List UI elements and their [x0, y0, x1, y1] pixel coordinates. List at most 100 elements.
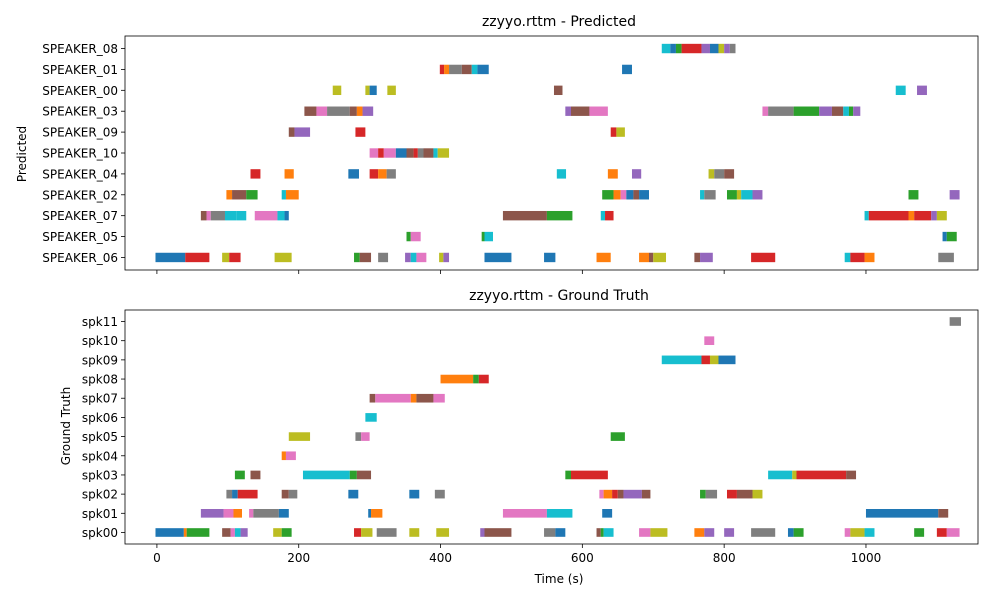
predicted-segment-speaker-03 [768, 106, 794, 116]
ground-truth-segment-spk00 [850, 528, 865, 537]
predicted-ylabel: Predicted [15, 126, 29, 182]
ground-truth-segment-spk01 [253, 509, 279, 518]
predicted-segment-speaker-03 [571, 106, 590, 116]
predicted-segment-speaker-03 [327, 106, 350, 116]
predicted-ytick-label: SPEAKER_03 [42, 105, 118, 119]
ground-truth-segment-spk03 [768, 470, 793, 480]
ground-truth-segment-spk02 [700, 489, 706, 499]
predicted-segment-speaker-06 [844, 252, 851, 263]
ground-truth-segment-spk02 [226, 489, 233, 499]
ground-truth-segment-spk06 [365, 413, 377, 422]
ground-truth-segment-spk00 [787, 528, 794, 537]
ground-truth-ytick-label: spk02 [82, 488, 118, 502]
predicted-segment-speaker-10 [383, 148, 396, 158]
ground-truth-segment-spk07 [375, 393, 411, 403]
predicted-segment-speaker-10 [437, 148, 450, 158]
ground-truth-ytick-label: spk08 [82, 373, 118, 387]
ground-truth-ytick-label: spk07 [82, 392, 118, 406]
ground-truth-segment-spk03 [302, 470, 350, 480]
ground-truth-xtick-label: 400 [429, 551, 452, 565]
ground-truth-segment-spk00 [240, 528, 248, 537]
predicted-ytick-label: SPEAKER_02 [42, 188, 118, 202]
ground-truth-segment-spk00 [596, 528, 601, 537]
predicted-segment-speaker-06 [354, 252, 360, 263]
ground-truth-segment-spk03 [571, 470, 608, 480]
ground-truth-segment-spk00 [436, 528, 450, 537]
predicted-segment-speaker-01 [622, 64, 632, 75]
ground-truth-segment-spk01 [368, 509, 372, 518]
predicted-segment-speaker-03 [356, 106, 363, 116]
predicted-segment-speaker-01 [439, 64, 445, 75]
ground-truth-segment-spk02 [599, 489, 604, 499]
ground-truth-segment-spk05 [288, 432, 311, 441]
ground-truth-segment-spk05 [355, 432, 362, 441]
ground-truth-segment-spk03 [796, 470, 847, 480]
predicted-segment-speaker-05 [410, 231, 421, 242]
ground-truth-segments [155, 317, 961, 537]
predicted-segment-speaker-06 [649, 252, 654, 263]
ground-truth-segment-spk00 [793, 528, 804, 537]
predicted-ytick-label: SPEAKER_01 [42, 63, 118, 77]
ground-truth-segment-spk00 [484, 528, 512, 537]
predicted-segment-speaker-07 [254, 210, 278, 221]
ground-truth-segment-spk05 [610, 432, 625, 441]
predicted-segment-speaker-07 [600, 210, 606, 221]
ground-truth-segment-spk08 [440, 374, 474, 384]
predicted-segment-speaker-09 [294, 127, 311, 137]
ground-truth-segment-spk00 [230, 528, 235, 537]
predicted-segment-speaker-06 [405, 252, 411, 263]
predicted-segment-speaker-00 [387, 85, 396, 96]
ground-truth-segment-spk02 [434, 489, 445, 499]
predicted-title: zzyyo.rttm - Predicted [482, 14, 636, 30]
predicted-segment-speaker-02 [613, 190, 621, 200]
ground-truth-segment-spk07 [416, 393, 434, 403]
predicted-segment-speaker-08 [724, 43, 730, 54]
ground-truth-segment-spk07 [433, 393, 445, 403]
ground-truth-segment-spk02 [752, 489, 763, 499]
ground-truth-segment-spk00 [600, 528, 604, 537]
ground-truth-segment-spk09 [718, 355, 736, 365]
predicted-segment-speaker-07 [868, 210, 909, 221]
predicted-segment-speaker-02 [752, 190, 763, 200]
predicted-segment-speaker-00 [917, 85, 927, 96]
ground-truth-segment-spk02 [623, 489, 642, 499]
predicted-ytick-label: SPEAKER_06 [42, 251, 118, 265]
ground-truth-segment-spk07 [369, 393, 376, 403]
predicted-segment-speaker-06 [938, 252, 954, 263]
predicted-ytick-label: SPEAKER_09 [42, 126, 118, 140]
predicted-segment-speaker-03 [316, 106, 328, 116]
predicted-segment-speaker-02 [639, 190, 649, 200]
predicted-segment-speaker-04 [369, 169, 379, 179]
ground-truth-segment-spk00 [724, 528, 735, 537]
ground-truth-ytick-label: spk03 [82, 468, 118, 482]
predicted-segment-speaker-05 [406, 231, 411, 242]
ground-truth-segment-spk02 [288, 489, 298, 499]
ground-truth-segment-spk03 [846, 470, 857, 480]
predicted-ytick-label: SPEAKER_00 [42, 84, 118, 98]
predicted-segment-speaker-00 [365, 85, 370, 96]
predicted-ytick-label: SPEAKER_04 [42, 167, 118, 181]
ground-truth-segment-spk02 [736, 489, 753, 499]
predicted-segment-speaker-06 [653, 252, 667, 263]
ground-truth-title: zzyyo.rttm - Ground Truth [469, 288, 649, 304]
predicted-segment-speaker-05 [481, 231, 485, 242]
predicted-segment-speaker-07 [200, 210, 207, 221]
predicted-segment-speaker-08 [661, 43, 671, 54]
ground-truth-ytick-label: spk10 [82, 334, 118, 348]
predicted-segment-speaker-05 [946, 231, 957, 242]
ground-truth-segment-spk00 [186, 528, 210, 537]
ground-truth-segment-spk00 [864, 528, 875, 537]
predicted-segment-speaker-08 [729, 43, 736, 54]
predicted-segment-speaker-06 [700, 252, 713, 263]
ground-truth-ytick-label: spk11 [82, 315, 118, 329]
ground-truth-segment-spk00 [914, 528, 925, 537]
ground-truth-ytick-label: spk04 [82, 449, 118, 463]
predicted-segment-speaker-06 [274, 252, 292, 263]
ground-truth-segment-spk03 [250, 470, 261, 480]
predicted-segment-speaker-06 [378, 252, 389, 263]
ground-truth-segment-spk00 [480, 528, 485, 537]
predicted-segment-speaker-02 [285, 190, 299, 200]
ground-truth-segment-spk00 [183, 528, 187, 537]
ground-truth-segment-spk00 [376, 528, 397, 537]
ground-truth-segment-spk03 [356, 470, 372, 480]
